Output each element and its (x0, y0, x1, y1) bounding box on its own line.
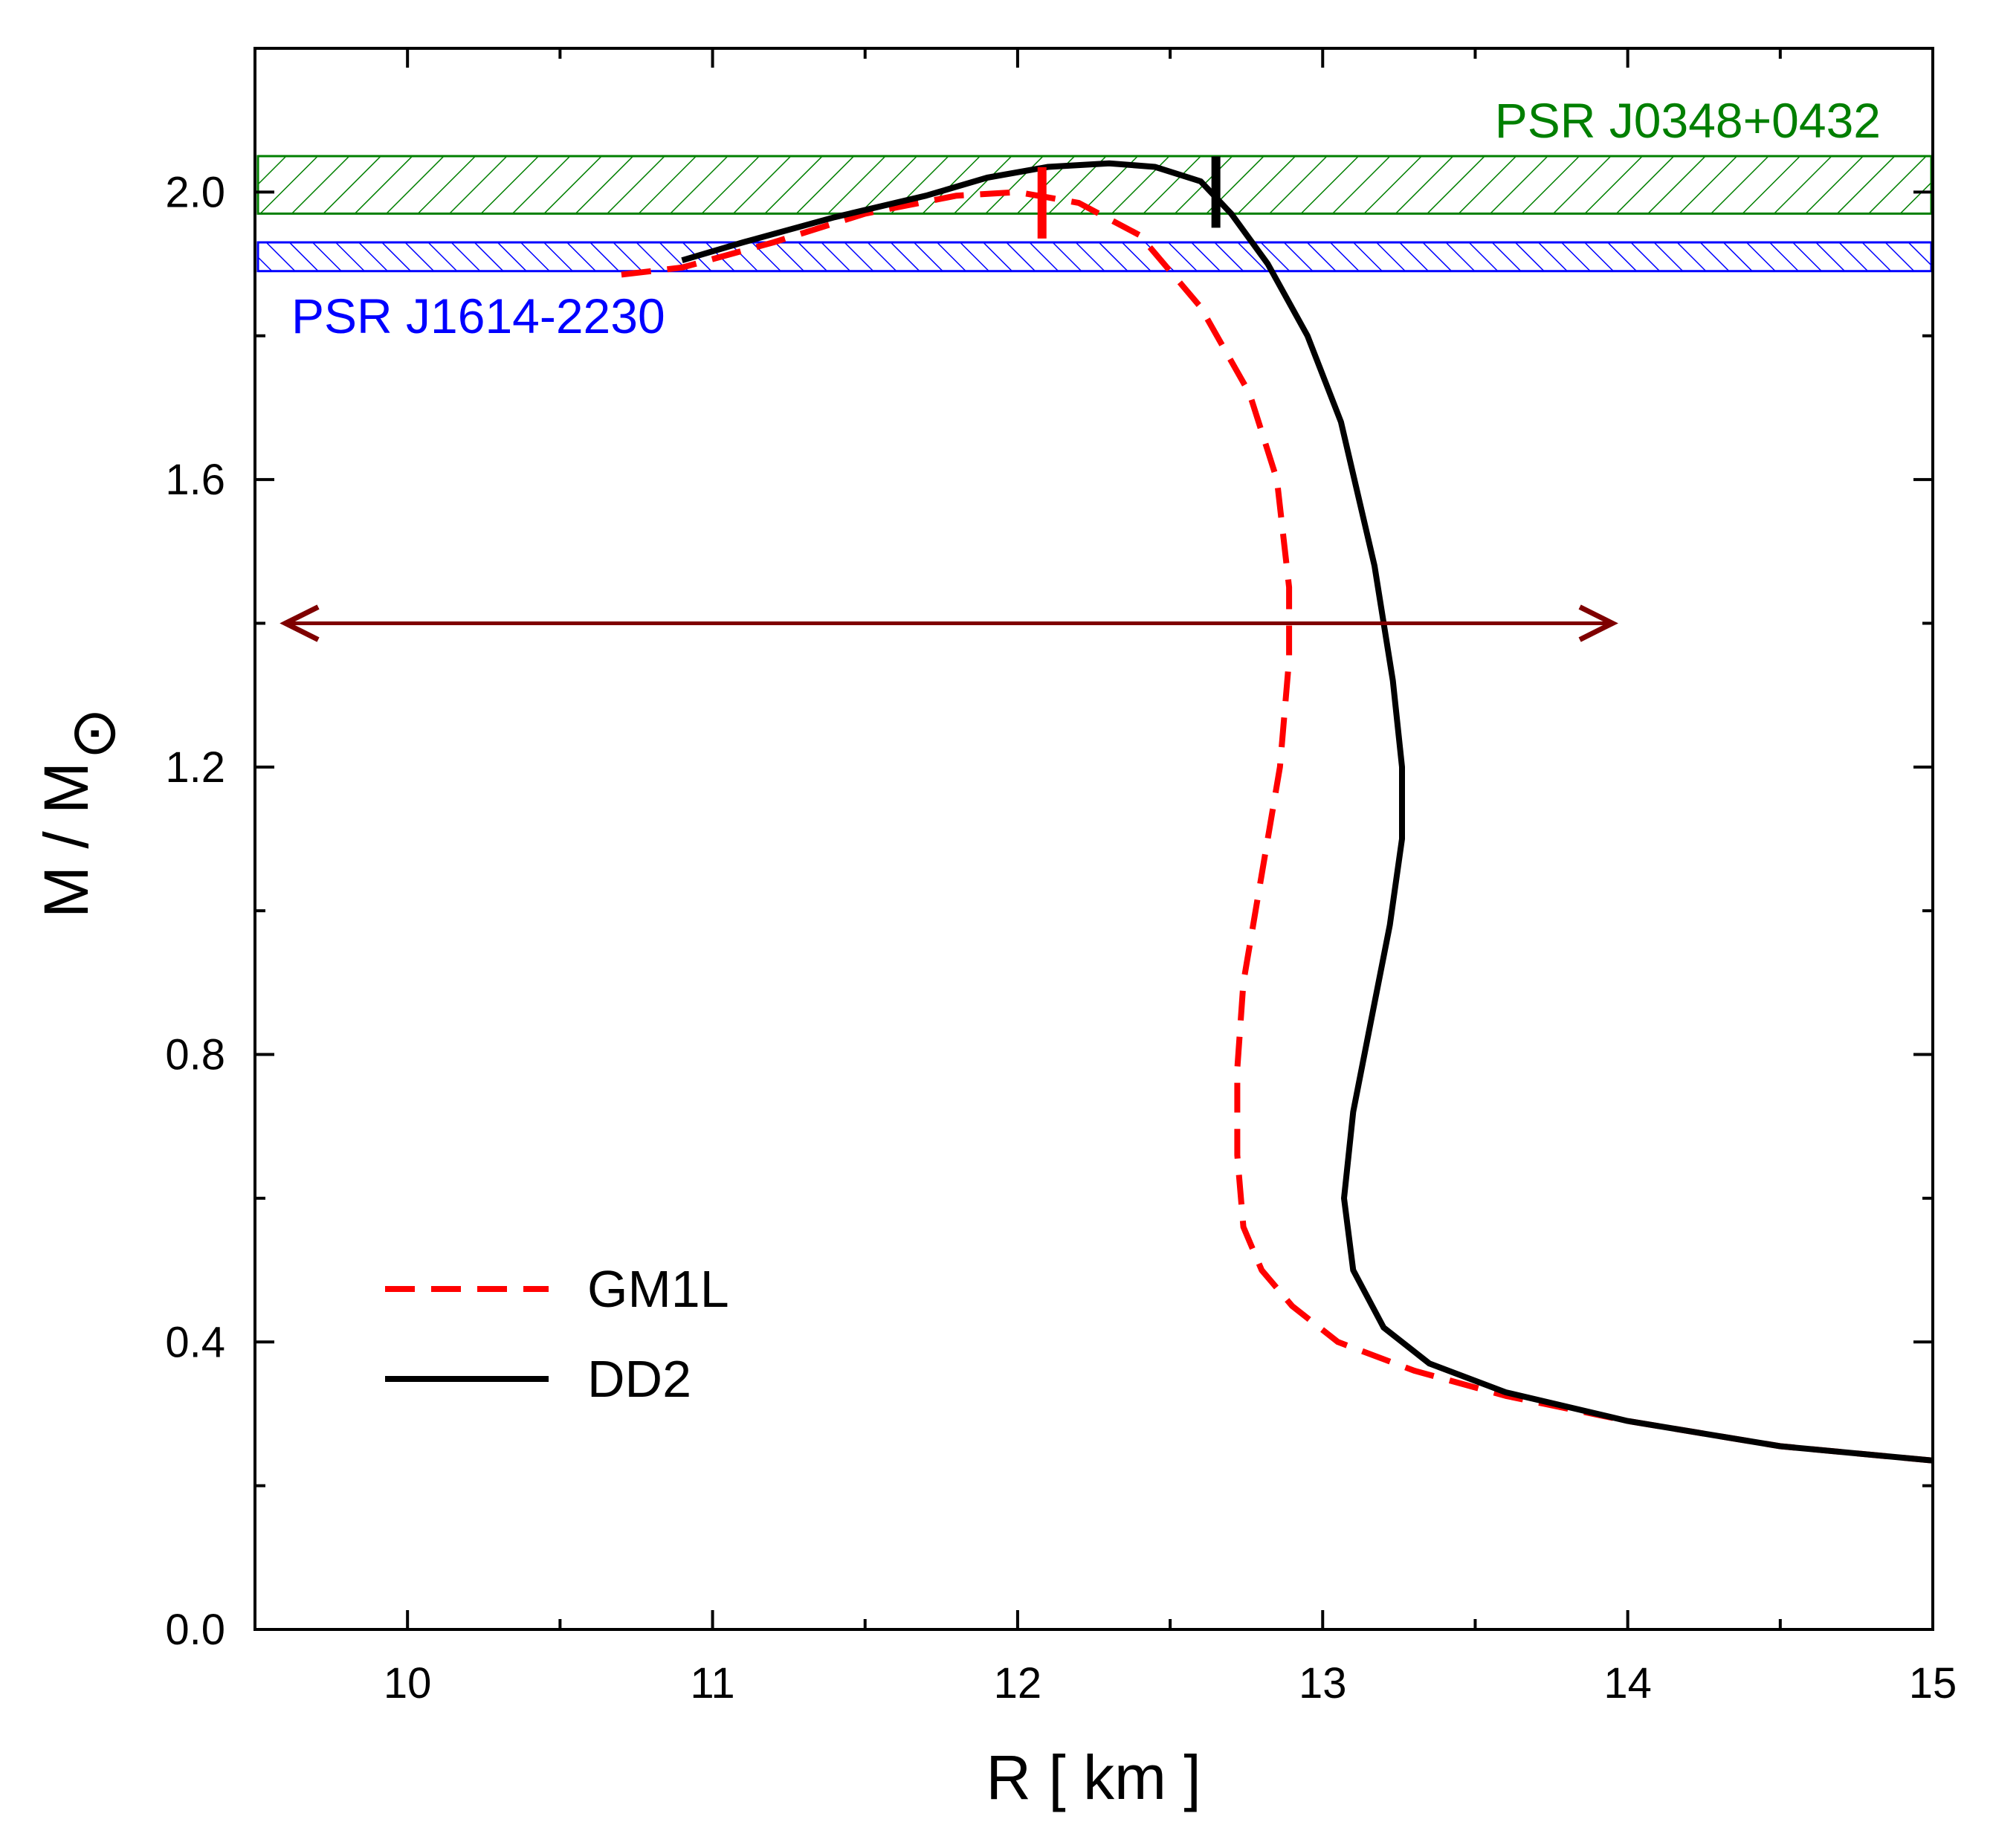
y-tick-label: 0.0 (165, 1606, 225, 1654)
y-tick-label: 1.2 (165, 743, 225, 792)
x-tick-label: 10 (384, 1659, 432, 1708)
x-axis-title: R [ km ] (986, 1742, 1201, 1812)
band-label-psr-j1614: PSR J1614-2230 (291, 288, 665, 343)
legend: GM1L DD2 (385, 1260, 729, 1408)
y-axis-title-sun-symbol: ⊙ (58, 708, 128, 760)
y-tick-label: 0.8 (165, 1031, 225, 1079)
band-psr-j1614 (256, 241, 1933, 273)
x-tick-label: 15 (1909, 1659, 1957, 1708)
plot-frame (253, 47, 1934, 1631)
arrow-head-left (280, 604, 320, 642)
x-tick-labels: 10 11 12 13 14 15 (384, 1659, 1957, 1708)
band-label-psr-j0348: PSR J0348+0432 (1495, 93, 1881, 148)
y-tick-label: 2.0 (165, 168, 225, 216)
ticks-layer (255, 48, 1934, 1631)
series-gm1l-line (620, 189, 1933, 1464)
y-axis-title-text: M / M (31, 762, 101, 918)
y-tick-label: 1.6 (165, 456, 225, 504)
series-layer (620, 156, 1933, 1464)
legend-label-dd2: DD2 (587, 1350, 691, 1408)
series-dd2-line (681, 160, 1933, 1464)
y-axis-title: M / M ⊙ (31, 708, 128, 918)
x-tick-label: 12 (994, 1659, 1042, 1708)
y-tick-label: 0.4 (165, 1318, 225, 1366)
x-tick-label: 14 (1603, 1659, 1652, 1708)
x-tick-label: 11 (690, 1659, 734, 1708)
arrow-head-right (1578, 604, 1618, 642)
radius-range-arrow (280, 604, 1618, 642)
y-tick-labels: 0.0 0.4 0.8 1.2 1.6 2.0 (165, 168, 225, 1654)
x-tick-label: 13 (1299, 1659, 1347, 1708)
legend-label-gm1l: GM1L (587, 1260, 729, 1318)
